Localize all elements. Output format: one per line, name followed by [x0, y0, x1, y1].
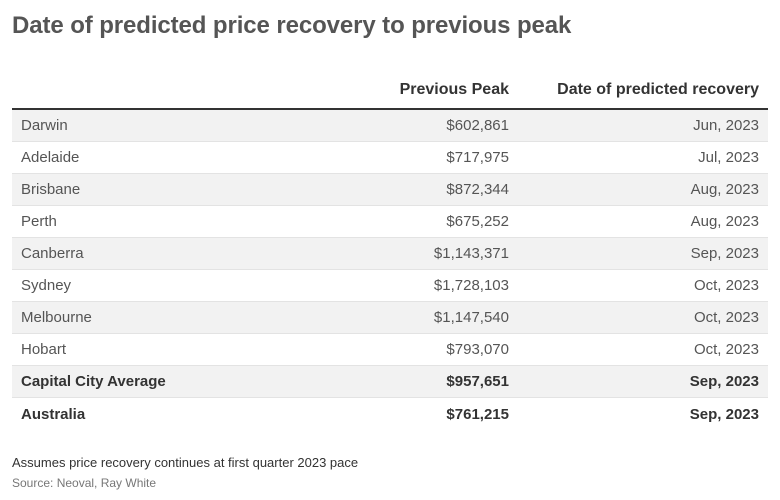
- cell-city: Canberra: [21, 245, 84, 262]
- table-row: Hobart $793,070 Oct, 2023: [12, 334, 768, 366]
- cell-recovery-date: Aug, 2023: [690, 213, 759, 230]
- cell-city: Adelaide: [21, 149, 80, 166]
- cell-recovery-date: Sep, 2023: [689, 373, 759, 390]
- table-row: Brisbane $872,344 Aug, 2023: [12, 174, 768, 206]
- cell-recovery-date: Sep, 2023: [689, 405, 759, 423]
- cell-previous-peak: $1,143,371: [433, 245, 509, 262]
- cell-previous-peak: $793,070: [446, 341, 509, 358]
- table-row: Adelaide $717,975 Jul, 2023: [12, 142, 768, 174]
- cell-city: Perth: [21, 213, 57, 230]
- cell-recovery-date: Oct, 2023: [693, 341, 759, 358]
- table-row: Capital City Average $957,651 Sep, 2023: [12, 366, 768, 398]
- footnote: Assumes price recovery continues at firs…: [12, 455, 359, 470]
- cell-recovery-date: Sep, 2023: [690, 245, 759, 262]
- table-body: Darwin $602,861 Jun, 2023 Adelaide $717,975 J…: [12, 110, 768, 430]
- recovery-table: Previous Peak Date of predicted recovery…: [12, 72, 768, 430]
- column-header-recovery-date: Date of predicted recovery: [557, 81, 759, 98]
- chart-title: Date of predicted price recovery to prev…: [12, 12, 572, 39]
- cell-city: Brisbane: [21, 181, 81, 198]
- source-note: Source: Neoval, Ray White: [12, 476, 157, 490]
- column-header-previous-peak: Previous Peak: [399, 81, 509, 98]
- table-row: Australia $761,215 Sep, 2023: [12, 398, 768, 430]
- cell-city: Darwin: [21, 117, 68, 134]
- cell-recovery-date: Aug, 2023: [690, 181, 759, 198]
- cell-recovery-date: Jun, 2023: [693, 117, 759, 134]
- cell-recovery-date: Oct, 2023: [693, 277, 759, 294]
- table-row: Melbourne $1,147,540 Oct, 2023: [12, 302, 768, 334]
- cell-previous-peak: $957,651: [446, 373, 509, 390]
- cell-city: Hobart: [21, 341, 67, 358]
- table-row: Sydney $1,728,103 Oct, 2023: [12, 270, 768, 302]
- cell-previous-peak: $872,344: [446, 181, 509, 198]
- cell-recovery-date: Jul, 2023: [698, 149, 759, 166]
- cell-previous-peak: $717,975: [446, 149, 509, 166]
- cell-previous-peak: $1,728,103: [433, 277, 509, 294]
- table-row: Perth $675,252 Aug, 2023: [12, 206, 768, 238]
- table-row: Canberra $1,143,371 Sep, 2023: [12, 238, 768, 270]
- cell-previous-peak: $602,861: [446, 117, 509, 134]
- cell-previous-peak: $1,147,540: [433, 309, 509, 326]
- cell-previous-peak: $761,215: [446, 405, 509, 423]
- cell-recovery-date: Oct, 2023: [693, 309, 759, 326]
- table-header: Previous Peak Date of predicted recovery: [12, 72, 768, 110]
- table-row: Darwin $602,861 Jun, 2023: [12, 110, 768, 142]
- cell-city: Melbourne: [21, 309, 92, 326]
- cell-city: Sydney: [21, 277, 72, 294]
- cell-previous-peak: $675,252: [446, 213, 509, 230]
- cell-city: Capital City Average: [21, 373, 166, 390]
- cell-city: Australia: [21, 405, 86, 423]
